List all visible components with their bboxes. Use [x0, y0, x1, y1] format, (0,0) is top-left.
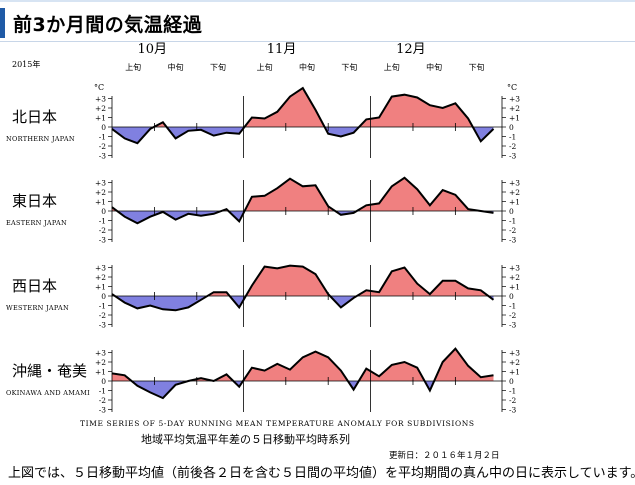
- y-tick-label-right: -2: [509, 311, 517, 320]
- y-tick-label-right: +1: [509, 114, 520, 123]
- y-tick-label-left: +2: [95, 358, 106, 367]
- dekad-label: 中旬: [168, 62, 184, 72]
- positive-anomaly-area: [112, 88, 494, 127]
- y-tick-label-left: -3: [99, 406, 107, 415]
- dekad-label: 下旬: [210, 62, 226, 72]
- y-tick-label-left: +3: [95, 95, 106, 104]
- y-tick-label-right: -3: [509, 406, 517, 415]
- y-tick-label-right: -2: [509, 396, 517, 405]
- y-tick-label-right: +1: [509, 198, 520, 207]
- dekad-label: 下旬: [469, 62, 485, 72]
- y-tick-label-left: -3: [99, 236, 107, 245]
- year-label: 2015年: [12, 59, 40, 69]
- y-tick-label-left: +3: [95, 349, 106, 358]
- y-tick-label-left: -1: [99, 302, 106, 311]
- y-tick-label-left: -1: [99, 217, 106, 226]
- y-tick-label-left: +2: [95, 273, 106, 282]
- y-tick-label-right: -1: [509, 217, 516, 226]
- dekad-label: 上旬: [384, 62, 400, 72]
- y-tick-label-right: -3: [509, 236, 517, 245]
- region-name: 沖縄・奄美: [12, 362, 87, 380]
- y-tick-label-left: -2: [99, 396, 107, 405]
- caption-en: TIME SERIES OF 5-DAY RUNNING MEAN TEMPER…: [80, 419, 475, 428]
- page-header: 前3か月間の気温経過: [0, 0, 635, 44]
- y-tick-label-right: +3: [509, 264, 520, 273]
- series-line: [111, 264, 495, 312]
- y-tick-label-left: -3: [99, 152, 107, 161]
- y-tick-label-left: -3: [99, 321, 107, 330]
- positive-anomaly-area: [112, 177, 494, 211]
- y-tick-label-left: 0: [101, 207, 106, 216]
- y-tick-label-left: -2: [99, 226, 107, 235]
- caption-jp: 地域平均気温平年差の５日移動平均時系列: [141, 432, 350, 446]
- region-name: 北日本: [12, 108, 57, 126]
- y-tick-label-left: +2: [95, 104, 106, 113]
- y-tick-label-right: -3: [509, 152, 517, 161]
- y-tick-label-left: +3: [95, 179, 106, 188]
- y-tick-label-right: 0: [509, 123, 514, 132]
- y-tick-label-left: +1: [95, 114, 106, 123]
- negative-anomaly-area: [112, 127, 494, 144]
- dekad-label: 上旬: [257, 62, 273, 72]
- y-tick-label-left: +1: [95, 198, 106, 207]
- y-tick-label-right: 0: [509, 377, 514, 386]
- y-tick-label-right: +1: [509, 368, 520, 377]
- y-tick-label-right: -1: [509, 133, 516, 142]
- month-label: 12月: [396, 42, 426, 57]
- y-tick-label-right: +3: [509, 349, 520, 358]
- y-tick-label-left: 0: [101, 292, 106, 301]
- y-tick-label-right: +1: [509, 283, 520, 292]
- region-name-en: WESTERN JAPAN: [6, 304, 69, 312]
- y-tick-label-right: -1: [509, 387, 516, 396]
- region-name-en: NORTHERN JAPAN: [6, 135, 75, 143]
- positive-anomaly-area: [112, 348, 494, 381]
- region-name-en: EASTERN JAPAN: [6, 219, 67, 227]
- region-name: 東日本: [12, 192, 57, 210]
- dekad-label: 上旬: [125, 62, 141, 72]
- month-label: 10月: [137, 42, 167, 57]
- dekad-label: 中旬: [299, 62, 315, 72]
- y-tick-label-right: 0: [509, 292, 514, 301]
- region-name: 西日本: [12, 277, 57, 295]
- dekad-label: 下旬: [341, 62, 357, 72]
- y-tick-label-right: -1: [509, 302, 516, 311]
- y-tick-label-left: -2: [99, 142, 107, 151]
- dekad-label: 中旬: [426, 62, 442, 72]
- y-tick-label-right: -3: [509, 321, 517, 330]
- y-tick-label-right: +3: [509, 95, 520, 104]
- page-title: 前3か月間の気温経過: [13, 14, 203, 36]
- unit-label-right: °C: [507, 83, 517, 92]
- series-line: [111, 176, 494, 225]
- y-tick-label-right: +3: [509, 179, 520, 188]
- y-tick-label-right: -2: [509, 142, 517, 151]
- series-line: [111, 347, 494, 400]
- y-tick-label-left: -1: [99, 387, 106, 396]
- positive-anomaly-area: [112, 265, 494, 296]
- y-tick-label-right: +2: [509, 188, 520, 197]
- y-tick-label-right: +2: [509, 358, 520, 367]
- month-label: 11月: [267, 42, 297, 57]
- y-tick-label-left: 0: [101, 377, 106, 386]
- y-tick-label-left: 0: [101, 123, 106, 132]
- header-rule: [0, 41, 635, 42]
- y-tick-label-left: +1: [95, 283, 106, 292]
- series-line: [111, 86, 495, 145]
- negative-anomaly-area: [112, 296, 494, 311]
- negative-anomaly-area: [112, 381, 494, 399]
- y-tick-label-left: +3: [95, 264, 106, 273]
- y-tick-label-right: -2: [509, 226, 517, 235]
- y-tick-label-right: 0: [509, 207, 514, 216]
- y-tick-label-left: +1: [95, 368, 106, 377]
- region-name-en: OKINAWA AND AMAMI: [6, 389, 90, 397]
- y-tick-label-left: +2: [95, 188, 106, 197]
- y-tick-label-left: -2: [99, 311, 107, 320]
- y-tick-label-right: +2: [509, 273, 520, 282]
- y-tick-label-right: +2: [509, 104, 520, 113]
- updated-date: 更新日：２０１６年１月２日: [389, 450, 500, 461]
- footnote: 上図では、５日移動平均値（前後各２日を含む５日間の平均値）を平均期間の真ん中の日…: [8, 466, 635, 481]
- y-tick-label-left: -1: [99, 133, 106, 142]
- unit-label-left: °C: [94, 83, 104, 92]
- header-accent-bar: [0, 8, 5, 38]
